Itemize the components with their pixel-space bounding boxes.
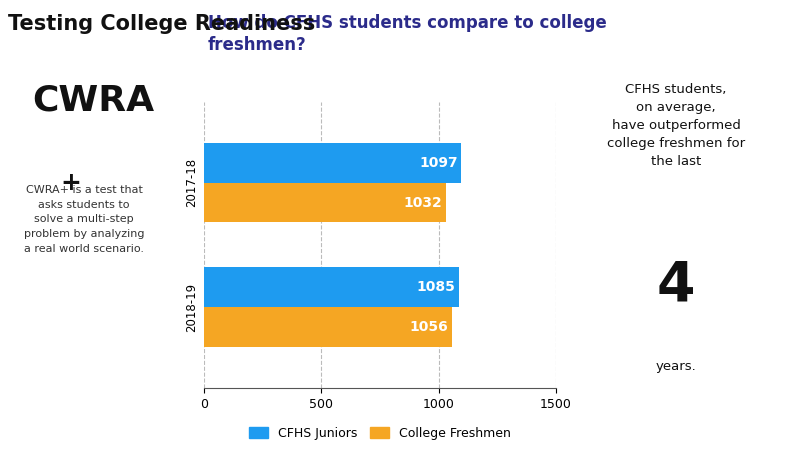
Text: 4: 4 (657, 259, 695, 313)
Text: CWRA: CWRA (32, 83, 154, 117)
Bar (204, 143, 462, 182)
Text: 1085: 1085 (416, 280, 455, 294)
Text: CWRA+ is a test that
asks students to
solve a multi-step
problem by analyzing
a : CWRA+ is a test that asks students to so… (24, 185, 144, 254)
Text: CFHS students,
on average,
have outperformed
college freshmen for
the last: CFHS students, on average, have outperfo… (607, 83, 745, 168)
Bar (204, 307, 452, 347)
Text: 1097: 1097 (419, 156, 458, 170)
Legend: CFHS Juniors, College Freshmen: CFHS Juniors, College Freshmen (244, 422, 516, 445)
Text: 1032: 1032 (404, 195, 442, 209)
Text: Testing College Readiness: Testing College Readiness (8, 14, 315, 34)
Text: +: + (60, 171, 81, 195)
Text: 1056: 1056 (410, 320, 448, 334)
Text: years.: years. (656, 360, 696, 373)
Text: How do CFHS students compare to college
freshmen?: How do CFHS students compare to college … (208, 14, 606, 54)
Bar (204, 267, 458, 307)
Bar (204, 182, 446, 222)
